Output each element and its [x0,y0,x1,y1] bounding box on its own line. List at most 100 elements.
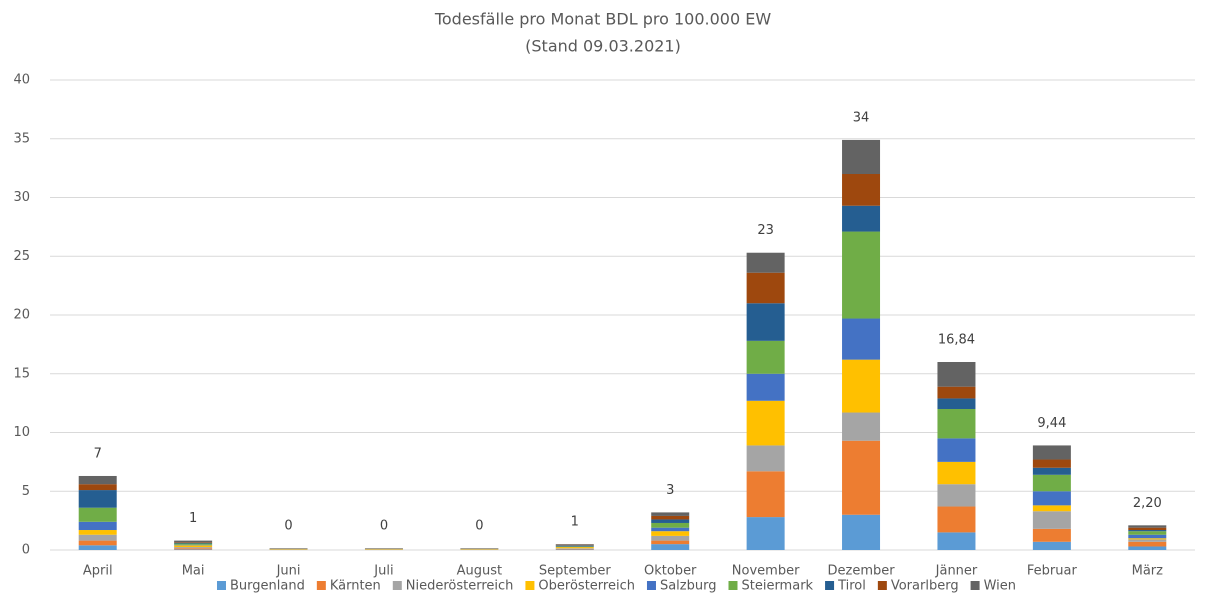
bar-segment [1128,534,1167,539]
bar-segment [1128,546,1167,550]
bar-segment [1128,541,1167,547]
y-tick-label: 40 [13,73,30,88]
bar-segment [555,548,594,549]
bar-segment [364,548,403,550]
bar-segment [555,544,594,545]
legend-swatch [392,581,402,590]
legend-label: Steiermark [741,579,813,594]
legend-label: Oberösterreich [538,579,635,594]
x-tick-label: März [1132,564,1164,579]
bar-segment [842,205,881,232]
x-tick-label: Juli [373,564,393,579]
bar-segment [269,548,308,549]
x-tick-label: Mai [182,564,205,579]
data-label: 7 [94,446,102,461]
bar-segment [1128,531,1167,535]
bar-segment [174,540,213,543]
bar-segment [174,542,213,543]
bar-segment [937,386,976,399]
bar-segment [555,548,594,550]
bar-segment [746,340,785,374]
bar-segment [937,461,976,485]
bar-segment [842,440,881,515]
bar-segment [1128,530,1167,532]
x-tick-label: November [732,564,800,579]
y-tick-label: 25 [13,249,30,264]
legend-swatch [646,581,656,590]
y-tick-label: 5 [22,484,30,499]
legend-label: Salzburg [660,579,717,594]
bar-segment [651,531,690,536]
bar-segment [937,532,976,550]
x-tick-label: Juni [276,564,301,579]
bar-segment [651,535,690,541]
bar-segment [937,362,976,387]
bar-segment [651,515,690,520]
bar-segment [1032,528,1071,542]
bar-segment [1128,539,1167,542]
bar-segment [1032,511,1071,529]
bar-segment [174,547,213,549]
legend-swatch [877,581,887,590]
bar-segment [78,484,117,491]
bar-segment [842,139,881,174]
legend-label: Niederösterreich [406,579,514,594]
bar-segment [555,544,594,546]
y-tick-label: 20 [13,308,30,323]
bar-segment [78,490,117,508]
bar-segment [746,272,785,304]
bar-segment [842,231,881,319]
bar-segment [1032,445,1071,460]
legend-label: Wien [984,579,1016,594]
bar-segment [651,540,690,545]
bar-segment [746,400,785,446]
bar-segment [1032,491,1071,506]
bar-segment [1032,467,1071,475]
y-tick-label: 10 [13,425,30,440]
bar-segment [78,534,117,541]
y-tick-label: 35 [13,131,30,146]
bar-segment [651,522,690,528]
bar-segment [555,549,594,550]
x-tick-label: Oktober [644,564,697,579]
bar-segment [842,514,881,550]
legend-swatch [216,581,226,590]
bar-segment [78,540,117,546]
bar-segment [555,545,594,546]
bar-segment [842,174,881,206]
legend-swatch [525,581,535,590]
x-tick-label: Dezember [827,564,895,579]
data-label: 0 [475,519,483,534]
bar-segment [842,412,881,441]
bar-segment [651,544,690,550]
bar-segment [1128,527,1167,531]
bar-segment [174,544,213,546]
bar-segment [460,548,499,550]
bar-segment [555,546,594,548]
legend-label: Burgenland [230,579,305,594]
bar-segment [174,545,213,548]
data-label: 1 [571,515,579,530]
bar-segment [1032,505,1071,512]
bar-segment [937,438,976,462]
x-tick-label: Jänner [935,564,978,579]
bar-segment [460,548,499,549]
bar-segment [78,545,117,550]
data-label: 3 [666,483,674,498]
bar-segment [174,542,213,544]
bar-segment [174,548,213,550]
legend-swatch [316,581,326,590]
data-label: 0 [380,519,388,534]
bar-segment [364,548,403,549]
bar-segment [842,318,881,360]
data-label: 0 [284,519,292,534]
bar-segment [746,303,785,341]
bar-segment [78,507,117,522]
bar-segment [269,549,308,550]
chart-subtitle: (Stand 09.03.2021) [525,37,681,56]
bar-segment [460,549,499,550]
x-tick-label: September [539,564,612,579]
bar-segment [174,543,213,545]
bar-segment [269,548,308,550]
